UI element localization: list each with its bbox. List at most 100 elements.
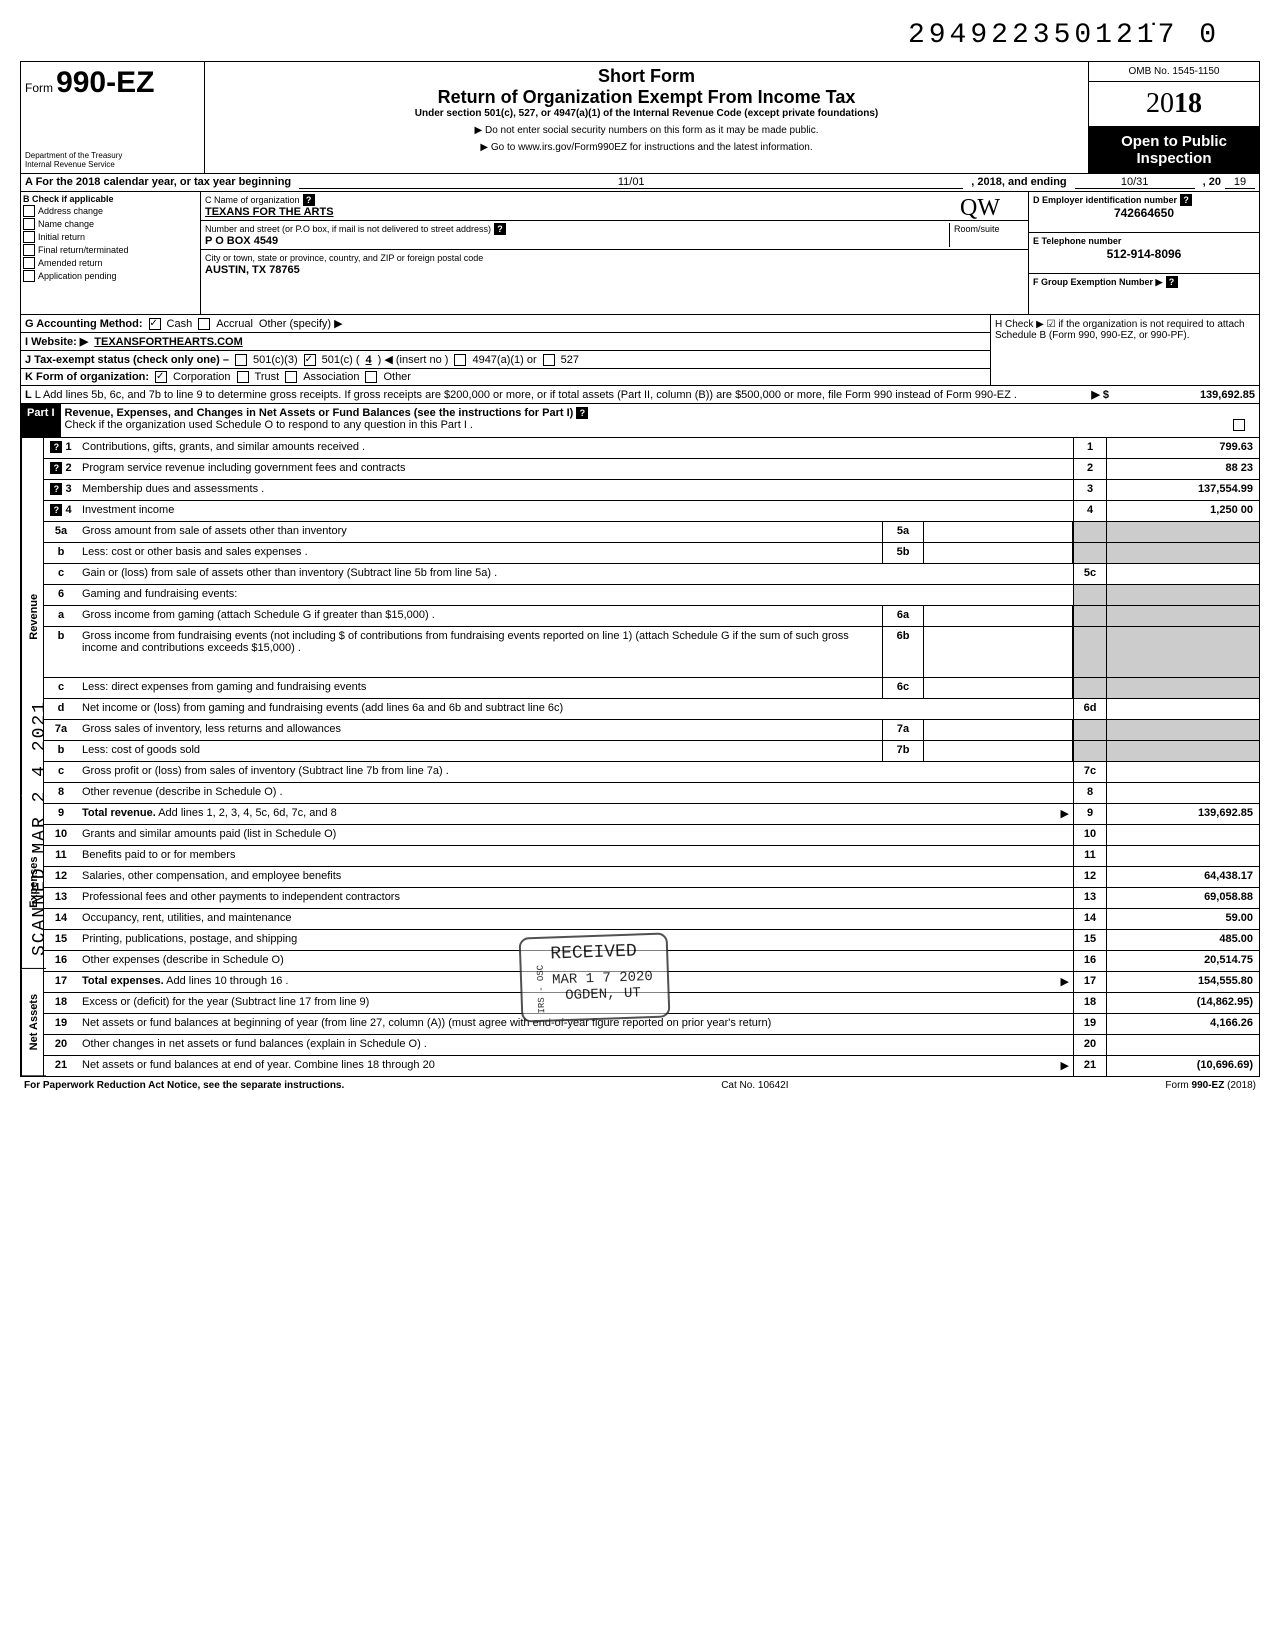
chk-name-change[interactable]	[23, 218, 35, 230]
mid-val[interactable]	[924, 741, 1073, 761]
c-city-label: City or town, state or province, country…	[205, 253, 483, 263]
end-box-num: 18	[1073, 993, 1106, 1013]
line-desc: Gain or (loss) from sale of assets other…	[78, 564, 1073, 584]
chk-4947[interactable]	[454, 354, 466, 366]
end-box-num	[1073, 627, 1106, 677]
line-num: 21	[44, 1056, 78, 1076]
chk-501c[interactable]	[304, 354, 316, 366]
end-val	[1106, 846, 1259, 866]
end-box-num	[1073, 543, 1106, 563]
period-label: A For the 2018 calendar year, or tax yea…	[25, 176, 291, 189]
end-val: 485.00	[1106, 930, 1259, 950]
chk-app-pending[interactable]	[23, 270, 35, 282]
period-yy[interactable]: 19	[1225, 176, 1255, 189]
help-icon[interactable]: ?	[1180, 194, 1192, 206]
end-val	[1106, 741, 1259, 761]
end-val	[1106, 585, 1259, 605]
footer: For Paperwork Reduction Act Notice, see …	[20, 1077, 1260, 1094]
chk-corp[interactable]	[155, 371, 167, 383]
end-val	[1106, 678, 1259, 698]
tax-year: 20201818	[1089, 82, 1259, 127]
chk-cash[interactable]	[149, 318, 161, 330]
line-21: 21Net assets or fund balances at end of …	[44, 1056, 1259, 1076]
part-1-header: Part I Revenue, Expenses, and Changes in…	[21, 404, 1259, 438]
chk-assoc[interactable]	[285, 371, 297, 383]
chk-other-org[interactable]	[365, 371, 377, 383]
line-num: 20	[44, 1035, 78, 1055]
mid-val[interactable]	[924, 606, 1073, 626]
line-g: G Accounting Method: Cash Accrual Other …	[21, 315, 990, 333]
line-num: c	[44, 564, 78, 584]
end-box-num	[1073, 678, 1106, 698]
l-text: L Add lines 5b, 6c, and 7b to line 9 to …	[35, 389, 1017, 401]
line-13: 13Professional fees and other payments t…	[44, 888, 1259, 909]
501c-num[interactable]: 4	[366, 354, 372, 366]
chk-501c3[interactable]	[235, 354, 247, 366]
line-10: 10Grants and similar amounts paid (list …	[44, 825, 1259, 846]
line-3: ? 3Membership dues and assessments .3137…	[44, 480, 1259, 501]
d-label: D Employer identification number	[1033, 195, 1177, 205]
help-icon[interactable]: ?	[50, 462, 62, 474]
chk-amended[interactable]	[23, 257, 35, 269]
end-val: 4,166.26	[1106, 1014, 1259, 1034]
end-box-num: 15	[1073, 930, 1106, 950]
mid-box: 6c	[882, 678, 924, 698]
help-icon[interactable]: ?	[303, 194, 315, 206]
help-icon[interactable]: ?	[1166, 276, 1178, 288]
section-labels: Revenue Expenses Net Assets	[21, 438, 44, 1076]
chk-address-change[interactable]	[23, 205, 35, 217]
mid-box: 6b	[882, 627, 924, 677]
chk-initial-return[interactable]	[23, 231, 35, 243]
arrow-icon: ▶	[1061, 1059, 1069, 1072]
end-box-num: 13	[1073, 888, 1106, 908]
chk-527[interactable]	[543, 354, 555, 366]
line-num: 19	[44, 1014, 78, 1034]
end-val	[1106, 564, 1259, 584]
end-box-num: 6d	[1073, 699, 1106, 719]
end-box-num: 17	[1073, 972, 1106, 992]
line-desc: Gross amount from sale of assets other t…	[78, 522, 882, 542]
line-num: c	[44, 678, 78, 698]
mid-val[interactable]	[924, 678, 1073, 698]
line-c: cGross profit or (loss) from sales of in…	[44, 762, 1259, 783]
line-11: 11Benefits paid to or for members11	[44, 846, 1259, 867]
b-label: B Check if applicable	[23, 194, 198, 204]
end-box-num	[1073, 720, 1106, 740]
mid-box: 5a	[882, 522, 924, 542]
telephone: 512-914-8096	[1033, 247, 1255, 261]
line-desc: Less: cost of goods sold	[78, 741, 882, 761]
mid-val[interactable]	[924, 543, 1073, 563]
mid-val[interactable]	[924, 627, 1073, 677]
end-val: 137,554.99	[1106, 480, 1259, 500]
chk-trust[interactable]	[237, 371, 249, 383]
period-end[interactable]: 10/31	[1075, 176, 1195, 189]
stamp-received: RECEIVED	[535, 941, 652, 965]
line-num: b	[44, 627, 78, 677]
arrow-icon: ▶	[1061, 807, 1069, 820]
line-6: 6Gaming and fundraising events:	[44, 585, 1259, 606]
help-icon[interactable]: ?	[494, 223, 506, 235]
mid-val[interactable]	[924, 522, 1073, 542]
end-val	[1106, 762, 1259, 782]
period-begin[interactable]: 11/01	[299, 176, 963, 189]
end-val: 69,058.88	[1106, 888, 1259, 908]
help-icon[interactable]: ?	[50, 483, 62, 495]
line-d: dNet income or (loss) from gaming and fu…	[44, 699, 1259, 720]
e-label: E Telephone number	[1033, 236, 1121, 246]
end-box-num: 9	[1073, 804, 1106, 824]
mid-val[interactable]	[924, 720, 1073, 740]
line-i: I Website: ▶ TEXANSFORTHEARTS.COM	[21, 333, 990, 351]
help-icon[interactable]: ?	[50, 504, 62, 516]
chk-schedule-o[interactable]	[1233, 419, 1245, 431]
line-l: L L Add lines 5b, 6c, and 7b to line 9 t…	[21, 386, 1259, 404]
chk-final-return[interactable]	[23, 244, 35, 256]
end-val	[1106, 699, 1259, 719]
part-1-check: Check if the organization used Schedule …	[65, 419, 473, 431]
label-expenses: Expenses	[21, 796, 46, 969]
help-icon[interactable]: ?	[576, 407, 588, 419]
footer-right: Form 990-EZ (2018)	[1165, 1080, 1256, 1091]
help-icon[interactable]: ?	[50, 441, 62, 453]
section-b-to-f: B Check if applicable Address change Nam…	[21, 192, 1259, 315]
line-desc: Other changes in net assets or fund bala…	[78, 1035, 1073, 1055]
chk-accrual[interactable]	[198, 318, 210, 330]
